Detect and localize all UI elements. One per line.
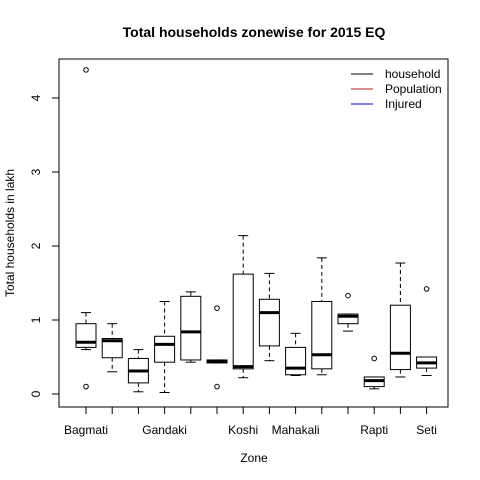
box-6 [206,305,228,390]
y-tick-label: 1 [29,316,43,323]
y-axis: 0 1 2 3 4 [29,94,60,397]
box-8 [258,272,280,362]
outlier-point [423,286,430,292]
box-rect [75,323,97,348]
box-rect [337,313,359,325]
box-13 [389,262,411,378]
box-9 [285,332,307,376]
y-tick-label: 4 [29,94,43,101]
box-rect [285,346,307,376]
legend-label-3: Injured [385,97,422,111]
outlier-point [371,355,378,362]
x-tick-label: Koshi [228,423,258,437]
outlier-point [345,292,351,299]
box-rect [154,335,176,363]
box-1 [75,67,97,390]
outlier-point [83,67,89,73]
x-axis: Bagmati Gandaki Koshi Mahakali Rapti Seti [64,406,437,437]
box-rect [258,298,280,347]
y-tick-label: 0 [29,390,43,397]
box-3 [127,349,149,393]
y-axis-label: Total households in lakh [3,169,17,297]
x-tick-label: Mahakali [272,423,320,437]
box-rect [101,338,123,359]
legend-label-2: Population [385,82,442,96]
x-tick-label: Seti [416,423,437,437]
outlier-point [83,383,89,390]
legend-label-1: household [385,67,440,81]
outlier-point [214,305,220,311]
x-tick-label: Bagmati [64,423,108,437]
box-rect [389,304,411,371]
box-5 [180,291,202,363]
y-tick-label: 2 [29,242,43,249]
box-rect [311,301,333,370]
box-rect [232,273,254,370]
x-tick-label: Gandaki [142,423,187,437]
box-7 [232,235,254,379]
x-tick-label: Rapti [360,423,388,437]
x-axis-label: Zone [240,451,268,465]
box-4 [154,301,176,394]
y-tick-label: 3 [29,168,43,175]
box-14 [416,286,438,376]
box-11 [337,292,359,332]
chart-title: Total households zonewise for 2015 EQ [123,24,386,40]
box-rect [180,295,202,361]
outlier-point [214,383,220,390]
boxes-group [75,67,438,394]
box-10 [311,257,333,376]
box-2 [101,323,123,373]
box-12 [363,355,385,390]
